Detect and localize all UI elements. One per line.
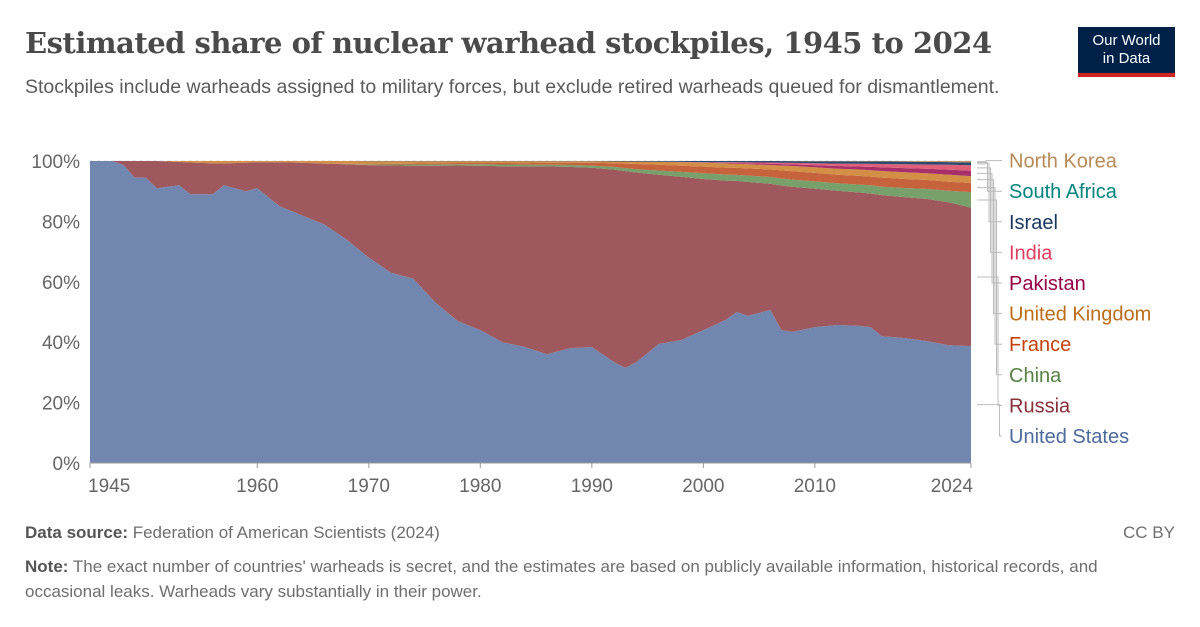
legend-label-north-korea: North Korea	[1009, 151, 1118, 173]
legend-label-france: France	[1009, 334, 1071, 356]
y-tick-label: 20%	[42, 394, 80, 415]
logo-bar	[1078, 73, 1175, 77]
y-tick-label: 100%	[31, 152, 80, 173]
y-tick-label: 0%	[53, 454, 81, 475]
legend-connector	[977, 179, 1002, 315]
x-tick-label: 2024	[931, 476, 974, 497]
legend-connector	[977, 404, 1002, 437]
area-israel	[90, 161, 971, 166]
legend-connector	[977, 163, 1002, 223]
source-label: Data source:	[25, 523, 128, 542]
y-tick-label: 80%	[42, 212, 80, 233]
logo-text: Our World in Data	[1092, 32, 1161, 67]
note-label: Note:	[25, 557, 69, 576]
note-value: The exact number of countries' warheads …	[25, 557, 1098, 601]
note: Note: The exact number of countries' war…	[25, 554, 1145, 604]
chart-title: Estimated share of nuclear warhead stock…	[25, 26, 992, 60]
x-tick-label: 1970	[348, 476, 390, 497]
legend-label-south-africa: South Africa	[1009, 181, 1118, 203]
license[interactable]: CC BY	[1123, 523, 1175, 542]
legend-connector	[977, 167, 1002, 253]
legend-connector	[977, 276, 1002, 406]
legend-connector	[977, 187, 1002, 345]
legend-label-israel: Israel	[1009, 212, 1058, 234]
x-tick-label: 1945	[88, 476, 130, 497]
y-tick-label: 60%	[42, 273, 80, 294]
legend-connector	[977, 199, 1002, 376]
area-russia	[90, 161, 971, 368]
y-tick-label: 40%	[42, 333, 80, 354]
area-north-korea	[90, 161, 971, 163]
area-china	[90, 161, 971, 208]
legend-label-china: China	[1009, 365, 1062, 387]
legend-label-india: India	[1009, 242, 1053, 264]
area-france	[90, 161, 971, 193]
area-united-kingdom	[90, 161, 971, 183]
legend-connector	[977, 160, 1002, 163]
x-tick-label: 2010	[794, 476, 836, 497]
x-tick-label: 2000	[682, 476, 724, 497]
legend-connector	[977, 172, 1002, 284]
legend-label-pakistan: Pakistan	[1009, 273, 1086, 295]
area-united-states	[90, 161, 971, 463]
x-tick-label: 1980	[459, 476, 501, 497]
chart-subtitle: Stockpiles include warheads assigned to …	[25, 76, 1000, 98]
legend-connector	[977, 162, 1002, 192]
owid-logo[interactable]: Our World in Data	[1078, 27, 1175, 77]
x-tick-label: 1960	[236, 476, 278, 497]
legend-label-united-kingdom: United Kingdom	[1009, 304, 1151, 326]
legend-label-russia: Russia	[1009, 395, 1071, 417]
data-source: Data source: Federation of American Scie…	[25, 520, 440, 545]
x-tick-label: 1990	[571, 476, 613, 497]
legend-label-united-states: United States	[1009, 426, 1129, 448]
source-value[interactable]: Federation of American Scientists (2024)	[132, 523, 440, 542]
